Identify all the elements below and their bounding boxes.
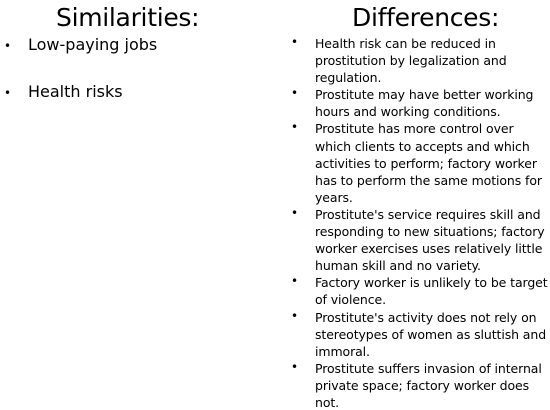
difference-item: • Prostitute suffers invasion of interna… bbox=[286, 360, 548, 410]
difference-text: Prostitute suffers invasion of internal … bbox=[315, 360, 542, 410]
bullet-icon: • bbox=[291, 86, 298, 101]
difference-item: • Prostitute's service requires skill an… bbox=[286, 206, 548, 274]
bullet-icon: • bbox=[291, 35, 298, 49]
difference-item: • Prostitute may have better working hou… bbox=[286, 86, 548, 120]
difference-text: Factory worker is unlikely to be target … bbox=[315, 275, 548, 308]
similarity-item: • Health risks bbox=[0, 81, 200, 103]
differences-title: Differences: bbox=[352, 3, 500, 32]
similarity-text: Health risks bbox=[28, 82, 123, 101]
similarities-list: • Low-paying jobs • Health risks bbox=[0, 34, 200, 103]
similarities-title: Similarities: bbox=[56, 3, 200, 32]
difference-item: • Prostitute's activity does not rely on… bbox=[286, 309, 548, 360]
bullet-icon: • bbox=[291, 359, 298, 374]
differences-list: • Health risk can be reduced in prostitu… bbox=[286, 35, 548, 410]
bullet-icon: • bbox=[291, 308, 298, 323]
bullet-icon: • bbox=[291, 120, 298, 135]
difference-text: Prostitute's activity does not rely on s… bbox=[315, 309, 547, 359]
similarity-text: Low-paying jobs bbox=[28, 35, 158, 54]
difference-item: • Prostitute has more control over which… bbox=[286, 120, 548, 205]
bullet-icon: • bbox=[291, 205, 298, 220]
difference-item: • Factory worker is unlikely to be targe… bbox=[286, 274, 548, 308]
difference-text: Prostitute may have better working hours… bbox=[315, 87, 534, 120]
bullet-icon: • bbox=[291, 274, 298, 289]
similarity-item: • Low-paying jobs bbox=[0, 34, 200, 56]
difference-item: • Health risk can be reduced in prostitu… bbox=[286, 35, 548, 86]
difference-text: Prostitute has more control over which c… bbox=[315, 121, 542, 205]
difference-text: Prostitute's service requires skill and … bbox=[315, 206, 545, 274]
bullet-icon: • bbox=[4, 39, 12, 53]
difference-text: Health risk can be reduced in prostituti… bbox=[315, 36, 507, 86]
bullet-icon: • bbox=[4, 86, 12, 100]
